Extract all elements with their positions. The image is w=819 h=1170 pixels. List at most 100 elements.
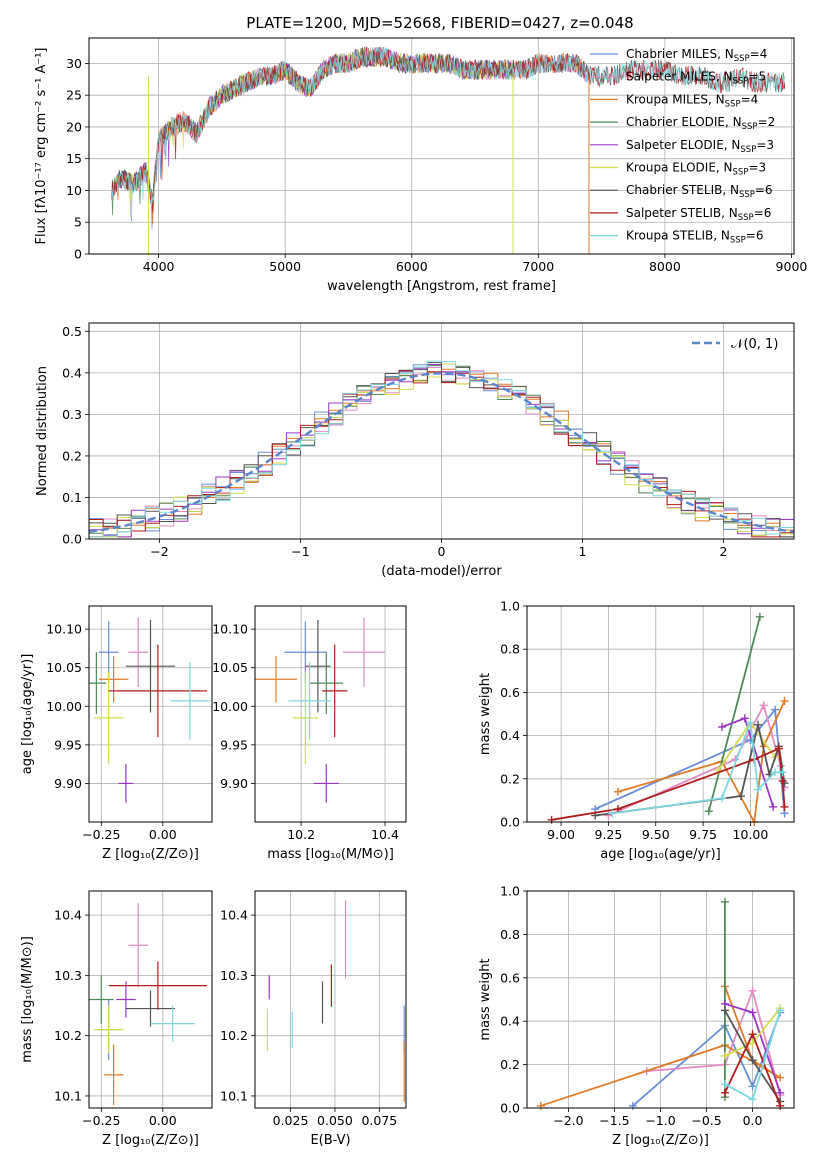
y-tick-label: 10.10 — [212, 622, 248, 637]
y-tick-label: 9.90 — [54, 776, 82, 791]
y-tick-label: 10.05 — [212, 660, 248, 675]
legend-sub: SSP — [739, 190, 755, 200]
x-tick-label: 9.25 — [595, 827, 623, 842]
y-tick-label: 10.1 — [220, 1088, 248, 1103]
axes-frame — [254, 890, 407, 1109]
histograms — [89, 360, 794, 538]
spectrum-series — [111, 47, 514, 218]
legend-n: =6 — [746, 229, 764, 243]
legend-sub: SSP — [734, 54, 750, 64]
panel: 10.2 10.4 9.90 9.95 10.00 10.05 10.10 mass [log… — [212, 605, 407, 862]
legend-n: =4 — [741, 92, 759, 106]
legend-name: Kroupa ELODIE, N — [626, 161, 733, 175]
y-tick-label: 10.2 — [220, 1028, 248, 1043]
legend-name: Kroupa MILES, N — [626, 92, 725, 106]
x-tick-label: 0.075 — [361, 1113, 397, 1128]
axes-frame — [526, 890, 795, 1109]
y-tick-label: 0.6 — [500, 685, 520, 700]
errorbars — [89, 903, 208, 1105]
legend-name: Chabrier MILES, N — [626, 47, 734, 61]
axes-frame — [88, 605, 213, 823]
legend-label: Chabrier MILES, NSSP=4 — [626, 47, 767, 64]
legend-n: =4 — [750, 47, 768, 61]
legend-label: Kroupa ELODIE, NSSP=3 — [626, 161, 766, 178]
axes-frame — [88, 322, 795, 540]
y-tick-label: 0.0 — [500, 815, 520, 830]
weight-series — [707, 616, 761, 812]
legend-name: Chabrier ELODIE, N — [626, 115, 742, 129]
legend-name: Salpeter ELODIE, N — [626, 138, 740, 152]
legend-sub: SSP — [742, 122, 758, 132]
x-axis-label: Z [log₁₀(Z/Z⊙)] — [102, 1133, 199, 1148]
x-axis-label: Z [log₁₀(Z/Z⊙)] — [102, 847, 199, 862]
x-tick-label: 7000 — [522, 259, 554, 274]
y-tick-label: 10.2 — [54, 1028, 82, 1043]
x-tick-label: 0.050 — [317, 1113, 353, 1128]
legend-sub: SSP — [740, 145, 756, 155]
y-tick-label: 10.3 — [220, 968, 248, 983]
y-tick-label: 10.4 — [220, 908, 248, 923]
axes-frame — [88, 890, 213, 1109]
panel: −0.25 0.00 10.1 10.2 10.3 10.4 Z [log₁₀(Z/Z⊙)]… — [20, 890, 213, 1148]
axes-frame — [526, 605, 795, 823]
y-axis-label: Normed distribution — [35, 366, 50, 496]
errorbars — [89, 617, 210, 803]
y-tick-label: 0.5 — [62, 324, 82, 339]
weight-lines — [536, 897, 785, 1110]
x-tick-label: 0.00 — [149, 827, 177, 842]
y-tick-label: 30 — [66, 56, 82, 71]
y-tick-label: 15 — [66, 151, 82, 166]
axes-frame — [254, 605, 407, 823]
y-tick-label: 10.05 — [46, 660, 82, 675]
legend-n: =6 — [755, 183, 773, 197]
legend-label: Kroupa STELIB, NSSP=6 — [626, 229, 764, 246]
y-axis-label: mass weight — [478, 958, 493, 1040]
y-tick-label: 0.4 — [500, 728, 520, 743]
panel: 4000 5000 6000 7000 8000 9000 0 5 10 15 20 25 30 wave… — [34, 37, 807, 294]
x-tick-label: 0.00 — [149, 1113, 177, 1128]
legend-label: 𝒩(0, 1) — [731, 337, 778, 352]
y-axis-label: mass [log₁₀(M/M⊙)] — [20, 936, 35, 1063]
x-tick-label: −1.0 — [645, 1113, 675, 1128]
x-tick-label: 10.4 — [371, 827, 399, 842]
x-tick-label: −2.0 — [553, 1113, 583, 1128]
y-tick-label: 10.10 — [46, 622, 82, 637]
legend-label: Chabrier STELIB, NSSP=6 — [626, 183, 773, 200]
y-tick-label: 0.0 — [500, 1101, 520, 1116]
y-tick-label: 0.2 — [62, 448, 82, 463]
y-axis-label: mass weight — [478, 673, 493, 755]
x-tick-label: 4000 — [143, 259, 175, 274]
y-tick-label: 10.1 — [54, 1088, 82, 1103]
x-tick-label: −0.25 — [82, 827, 120, 842]
x-tick-label: 10.2 — [287, 827, 315, 842]
x-tick-label: 0 — [438, 544, 446, 559]
legend-n: =6 — [754, 206, 772, 220]
chart-title: PLATE=1200, MJD=52668, FIBERID=0427, z=0… — [246, 14, 633, 32]
y-tick-label: 0.6 — [500, 970, 520, 985]
weight-series — [632, 1012, 782, 1107]
y-tick-label: 20 — [66, 119, 82, 134]
x-tick-label: 8000 — [649, 259, 681, 274]
spectrum-series — [111, 46, 785, 204]
legend-name: Salpeter STELIB, N — [626, 206, 738, 220]
legend-label: Salpeter ELODIE, NSSP=3 — [626, 138, 774, 155]
y-tick-label: 1.0 — [500, 884, 520, 899]
y-tick-label: 10.3 — [54, 968, 82, 983]
legend-name: Salpeter MILES, N — [626, 70, 733, 84]
x-tick-label: −1 — [291, 544, 309, 559]
legend-n: =3 — [756, 138, 774, 152]
axes-frame — [88, 37, 795, 255]
panel: −0.25 0.00 9.90 9.95 10.00 10.05 10.10 Z [log₁₀… — [20, 605, 213, 862]
x-tick-label: 1 — [579, 544, 587, 559]
legend-label: Salpeter STELIB, NSSP=6 — [626, 206, 771, 223]
x-tick-label: 9.50 — [642, 827, 670, 842]
x-axis-label: age [log₁₀(age/yr)] — [600, 847, 721, 862]
x-tick-label: 9.00 — [547, 827, 575, 842]
x-tick-label: 5000 — [269, 259, 301, 274]
y-tick-label: 5 — [74, 215, 82, 230]
y-tick-label: 9.95 — [220, 737, 248, 752]
x-axis-label: mass [log₁₀(M/M⊙)] — [267, 847, 394, 862]
histogram-series — [89, 360, 794, 538]
